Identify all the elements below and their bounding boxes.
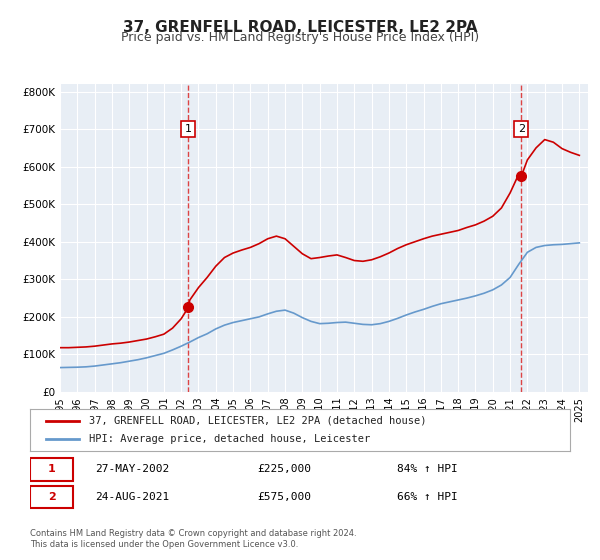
Text: Price paid vs. HM Land Registry's House Price Index (HPI): Price paid vs. HM Land Registry's House …: [121, 31, 479, 44]
Text: 84% ↑ HPI: 84% ↑ HPI: [397, 464, 458, 474]
FancyBboxPatch shape: [30, 458, 73, 480]
Text: 1: 1: [185, 124, 192, 134]
Text: Contains HM Land Registry data © Crown copyright and database right 2024.: Contains HM Land Registry data © Crown c…: [30, 529, 356, 538]
Text: 24-AUG-2021: 24-AUG-2021: [95, 492, 169, 502]
Text: HPI: Average price, detached house, Leicester: HPI: Average price, detached house, Leic…: [89, 434, 371, 444]
Text: 66% ↑ HPI: 66% ↑ HPI: [397, 492, 458, 502]
FancyBboxPatch shape: [30, 486, 73, 508]
Text: 37, GRENFELL ROAD, LEICESTER, LE2 2PA: 37, GRENFELL ROAD, LEICESTER, LE2 2PA: [123, 20, 477, 35]
Text: 2: 2: [518, 124, 525, 134]
Text: £225,000: £225,000: [257, 464, 311, 474]
Text: 37, GRENFELL ROAD, LEICESTER, LE2 2PA (detached house): 37, GRENFELL ROAD, LEICESTER, LE2 2PA (d…: [89, 416, 427, 426]
Text: 1: 1: [48, 464, 55, 474]
Text: This data is licensed under the Open Government Licence v3.0.: This data is licensed under the Open Gov…: [30, 540, 298, 549]
Text: 2: 2: [48, 492, 55, 502]
Text: 27-MAY-2002: 27-MAY-2002: [95, 464, 169, 474]
Text: £575,000: £575,000: [257, 492, 311, 502]
